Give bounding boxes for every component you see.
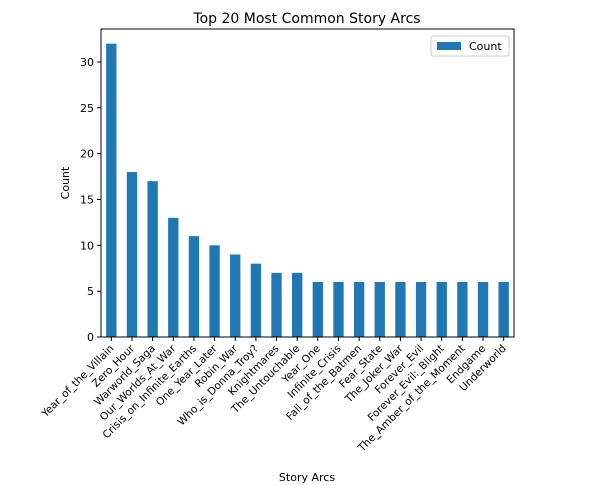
- bar-4: [188, 236, 200, 337]
- bar-10: [312, 282, 323, 337]
- y-axis-label: Count: [59, 166, 72, 199]
- bar-11: [333, 282, 344, 337]
- bar-19: [498, 282, 509, 337]
- x-axis-label: Story Arcs: [279, 471, 335, 484]
- y-tick-label-2: 10: [80, 239, 94, 252]
- x-axis: Year_of_the_VillainZero_HourWarworld_Sag…: [39, 337, 509, 455]
- legend-label: Count: [469, 40, 502, 53]
- y-tick-label-3: 15: [80, 194, 94, 207]
- bar-17: [457, 282, 468, 337]
- y-tick-label-1: 5: [87, 285, 94, 298]
- legend: Count: [430, 35, 510, 57]
- bar-0: [106, 43, 117, 338]
- bar-16: [436, 282, 447, 337]
- plot-frame: [100, 28, 515, 338]
- y-tick-label-0: 0: [87, 331, 94, 344]
- y-axis: 0 5 10 15 20 25 30: [80, 56, 101, 344]
- bar-12: [353, 282, 365, 337]
- legend-box: [430, 35, 510, 57]
- bar-2: [147, 181, 158, 337]
- bar-13: [374, 282, 385, 337]
- bar-18: [477, 282, 489, 337]
- legend-swatch: [437, 42, 461, 50]
- y-tick-label-6: 30: [80, 56, 94, 69]
- y-tick-label-4: 20: [80, 148, 94, 161]
- bars-group: [106, 43, 509, 338]
- bar-14: [395, 282, 406, 337]
- bar-7: [250, 263, 262, 337]
- bar-15: [415, 282, 427, 337]
- bar-6: [230, 254, 241, 337]
- bar-5: [209, 245, 220, 337]
- bar-1: [126, 172, 138, 337]
- y-tick-label-5: 25: [80, 102, 94, 115]
- bar-3: [168, 217, 179, 337]
- bar-8: [271, 272, 282, 337]
- chart-title: Top 20 Most Common Story Arcs: [192, 11, 420, 27]
- bar-9: [292, 272, 303, 337]
